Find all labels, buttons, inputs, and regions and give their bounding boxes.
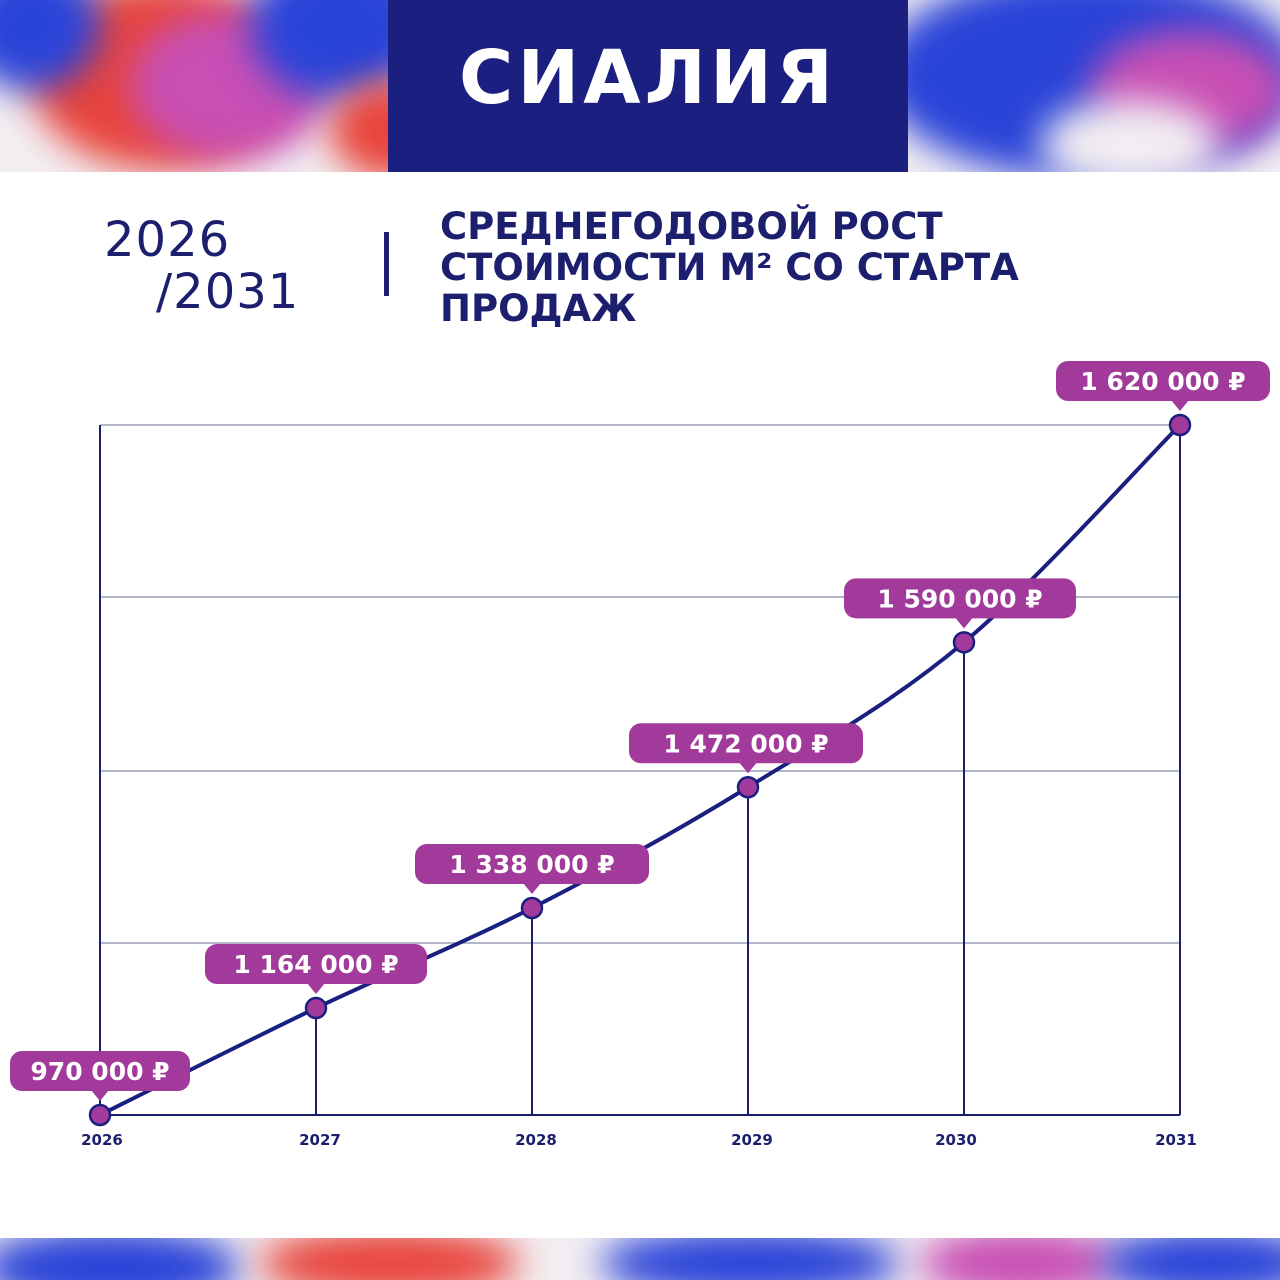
data-label-pointer: [739, 762, 757, 774]
year-start: 2026: [104, 212, 231, 268]
data-label-pointer: [307, 983, 325, 995]
data-label-bubble: [10, 1051, 190, 1091]
x-tick-label: 2031: [1155, 1131, 1197, 1149]
data-label-pointer: [1171, 400, 1189, 411]
footer-band: [0, 1238, 1280, 1280]
data-label-bubble: [415, 844, 649, 884]
data-label: 1 338 000 ₽: [449, 850, 614, 879]
logo-panel: [388, 0, 908, 172]
splash-blue-5: [600, 1238, 900, 1280]
data-point: [520, 896, 544, 920]
splash-pink-3: [920, 1238, 1120, 1280]
splash-white: [1040, 100, 1220, 172]
data-label-bubble: [629, 723, 863, 764]
data-label: 1 164 000 ₽: [233, 950, 398, 979]
splash-red-3: [260, 1238, 520, 1280]
title-line-2: СТОИМОСТИ М² СО СТАРТА: [440, 246, 1019, 289]
title-line-1: СРЕДНЕГОДОВОЙ РОСТ: [440, 205, 943, 248]
splash-blue-6: [1100, 1238, 1280, 1280]
brand-logo: СИАЛИЯ: [459, 35, 837, 121]
data-label-pointer: [91, 1090, 109, 1101]
data-label: 1 620 000 ₽: [1080, 367, 1245, 396]
data-label-callout: 1 620 000 ₽: [1056, 361, 1270, 411]
title-line-3: ПРОДАЖ: [440, 287, 637, 330]
data-point: [304, 996, 328, 1020]
data-label-pointer: [955, 617, 973, 629]
data-point: [1168, 413, 1192, 437]
data-label-bubble: [844, 578, 1076, 619]
x-tick-label: 2026: [81, 1131, 123, 1149]
data-label-pointer: [523, 883, 541, 894]
grid-layer: [99, 424, 1181, 1116]
price-growth-chart: 970 000 ₽ 1 164 000 ₽ 1 338 000 ₽ 1 472 000…: [10, 361, 1270, 1149]
data-label-callout: 970 000 ₽: [10, 1051, 190, 1101]
x-tick-label: 2028: [515, 1131, 557, 1149]
data-point: [736, 776, 760, 799]
splash-blue-4: [0, 1238, 240, 1280]
points-layer: [88, 413, 1192, 1127]
x-tick-labels-layer: 2026 2027 2028 2029 2030 2031: [81, 1131, 1197, 1149]
year-end: /2031: [156, 264, 300, 320]
data-label-callout: 1 590 000 ₽: [844, 578, 1076, 629]
data-label-callout: 1 164 000 ₽: [205, 944, 427, 995]
data-labels-layer: 970 000 ₽ 1 164 000 ₽ 1 338 000 ₽ 1 472 000…: [10, 361, 1270, 1101]
drop-lines-layer: [315, 642, 965, 1115]
data-label-callout: 1 338 000 ₽: [415, 844, 649, 894]
heading-divider: [384, 232, 389, 296]
series-line-layer: [99, 423, 1182, 1117]
data-point: [952, 631, 976, 654]
data-label: 1 590 000 ₽: [877, 584, 1042, 613]
data-label-bubble: [1056, 361, 1270, 401]
x-tick-label: 2027: [299, 1131, 341, 1149]
data-label: 970 000 ₽: [30, 1057, 169, 1086]
data-label: 1 472 000 ₽: [663, 729, 828, 758]
x-tick-label: 2029: [731, 1131, 773, 1149]
series-line: [99, 423, 1182, 1117]
data-label-callout: 1 472 000 ₽: [629, 723, 863, 774]
year-range: 2026 /2031: [104, 214, 299, 318]
page-title: СРЕДНЕГОДОВОЙ РОСТ СТОИМОСТИ М² СО СТАРТ…: [440, 206, 1160, 329]
data-point: [88, 1103, 112, 1127]
header-band: СИАЛИЯ: [0, 0, 1280, 172]
x-tick-label: 2030: [935, 1131, 977, 1149]
data-label-bubble: [205, 944, 427, 985]
